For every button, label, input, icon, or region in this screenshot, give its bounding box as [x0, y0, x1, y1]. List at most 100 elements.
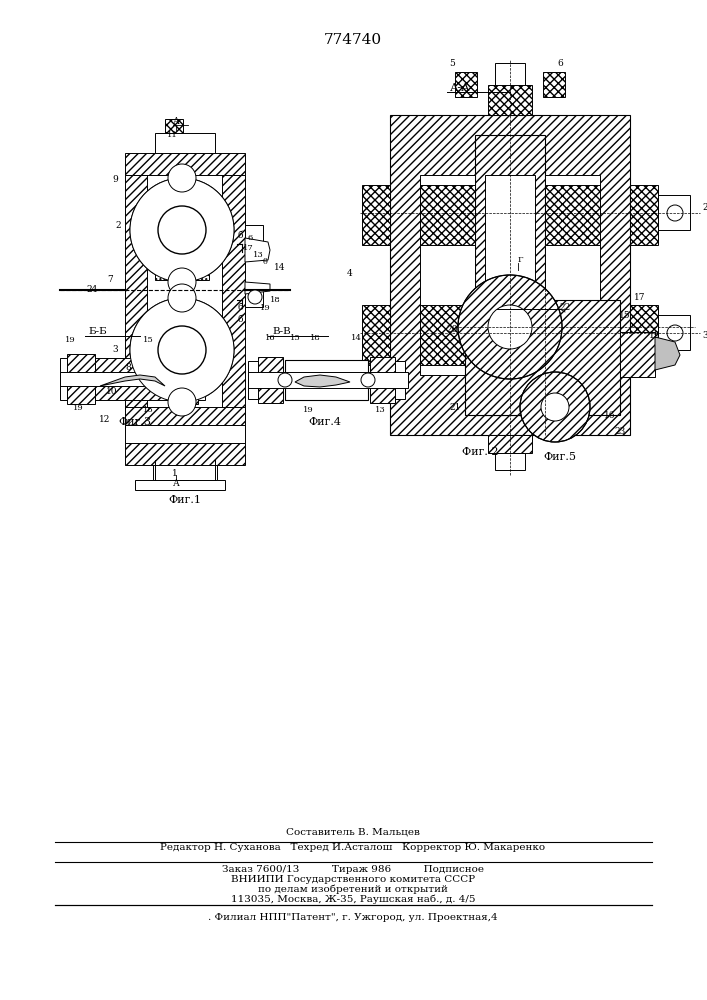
Text: θ: θ	[262, 258, 267, 266]
Text: 19: 19	[73, 404, 83, 412]
Bar	[495, 453, 525, 470]
Bar	[488, 85, 532, 115]
Bar	[488, 435, 532, 453]
Text: 3: 3	[112, 346, 118, 355]
Text: А-А: А-А	[450, 83, 470, 93]
Bar	[630, 185, 658, 245]
Text: ВНИИПИ Государственного комитета СССР: ВНИИПИ Государственного комитета СССР	[231, 874, 475, 884]
Bar	[465, 300, 620, 415]
Text: б: б	[238, 316, 243, 324]
Bar	[475, 135, 545, 415]
Bar	[95, 358, 170, 400]
Bar	[620, 332, 655, 377]
Circle shape	[168, 164, 196, 192]
Text: б: б	[238, 231, 243, 239]
Bar	[125, 153, 245, 175]
Bar	[495, 63, 525, 85]
Bar	[198, 358, 205, 400]
Text: 17: 17	[243, 244, 253, 252]
Circle shape	[520, 372, 590, 442]
Bar	[248, 372, 408, 388]
Bar	[362, 305, 390, 365]
Polygon shape	[100, 375, 165, 386]
Text: 16: 16	[604, 410, 616, 420]
Text: 1: 1	[172, 468, 178, 478]
Polygon shape	[658, 195, 690, 230]
Bar	[125, 175, 147, 425]
Circle shape	[158, 206, 206, 254]
Text: Фиг. 2: Фиг. 2	[462, 447, 498, 457]
Bar	[60, 358, 67, 400]
Bar	[370, 357, 395, 403]
Bar	[170, 354, 198, 404]
Text: б: б	[238, 302, 243, 312]
Bar	[420, 305, 475, 365]
Circle shape	[361, 373, 375, 387]
Text: Редактор Н. Суханова   Техред И.Асталош   Корректор Ю. Макаренко: Редактор Н. Суханова Техред И.Асталош Ко…	[160, 842, 546, 852]
Text: 9: 9	[112, 176, 118, 184]
Text: по делам изобретений и открытий: по делам изобретений и открытий	[258, 884, 448, 894]
Text: В-В: В-В	[272, 328, 291, 336]
Bar	[390, 115, 630, 435]
Text: 23: 23	[614, 428, 626, 436]
Text: 6: 6	[247, 234, 252, 242]
Text: Фиг.1: Фиг.1	[168, 495, 201, 505]
Text: 5: 5	[449, 58, 455, 68]
Text: 8: 8	[125, 362, 131, 371]
Text: Г-Г: Г-Г	[500, 300, 518, 310]
Text: 7: 7	[107, 275, 113, 284]
Bar	[222, 175, 245, 425]
Circle shape	[667, 325, 683, 341]
Bar	[455, 72, 477, 97]
Text: Составитель В. Мальцев: Составитель В. Мальцев	[286, 828, 420, 836]
Bar	[420, 185, 475, 245]
Text: 19: 19	[649, 330, 661, 340]
Bar	[155, 232, 209, 280]
Bar	[125, 407, 245, 425]
Text: . Филиал НПП"Патент", г. Ужгород, ул. Проектная,4: . Филиал НПП"Патент", г. Ужгород, ул. Пр…	[208, 912, 498, 922]
Text: 15: 15	[143, 336, 153, 344]
Circle shape	[541, 393, 569, 421]
Text: 2: 2	[702, 202, 707, 212]
Text: Г: Г	[518, 256, 522, 264]
Bar	[60, 372, 208, 386]
Circle shape	[168, 388, 196, 416]
Polygon shape	[245, 238, 270, 262]
Circle shape	[488, 305, 532, 349]
Text: Заказ 7600/13          Тираж 986          Подписное: Заказ 7600/13 Тираж 986 Подписное	[222, 864, 484, 874]
Text: 19: 19	[303, 406, 313, 414]
Circle shape	[130, 298, 234, 402]
Text: 113035, Москва, Ж-35, Раушская наб., д. 4/5: 113035, Москва, Ж-35, Раушская наб., д. …	[230, 894, 475, 904]
Bar	[248, 361, 258, 399]
Text: 17: 17	[170, 406, 180, 414]
Bar	[135, 480, 225, 490]
Bar	[630, 305, 658, 365]
Bar	[125, 425, 245, 443]
Circle shape	[248, 290, 262, 304]
Text: А: А	[173, 480, 180, 488]
Text: 12: 12	[99, 416, 111, 424]
Text: 17: 17	[168, 336, 178, 344]
Text: Фиг.3: Фиг.3	[119, 417, 151, 427]
Text: 19: 19	[259, 304, 270, 312]
Text: 13: 13	[375, 406, 385, 414]
Text: 2: 2	[115, 221, 121, 230]
Text: 21: 21	[450, 402, 461, 412]
Bar	[258, 357, 283, 403]
Bar	[545, 305, 600, 365]
Text: 10: 10	[106, 387, 118, 396]
Text: 774740: 774740	[324, 33, 382, 47]
Bar	[420, 175, 475, 375]
Polygon shape	[295, 375, 350, 387]
Bar	[245, 285, 263, 307]
Text: 20: 20	[446, 326, 457, 334]
Bar	[545, 185, 600, 245]
Text: Фиг.4: Фиг.4	[308, 417, 341, 427]
Text: А: А	[173, 116, 180, 125]
Text: 14: 14	[351, 334, 361, 342]
Text: 18: 18	[269, 296, 281, 304]
Text: 16: 16	[143, 406, 153, 414]
Bar	[125, 443, 245, 465]
Bar	[285, 360, 368, 400]
Text: 19: 19	[64, 336, 76, 344]
